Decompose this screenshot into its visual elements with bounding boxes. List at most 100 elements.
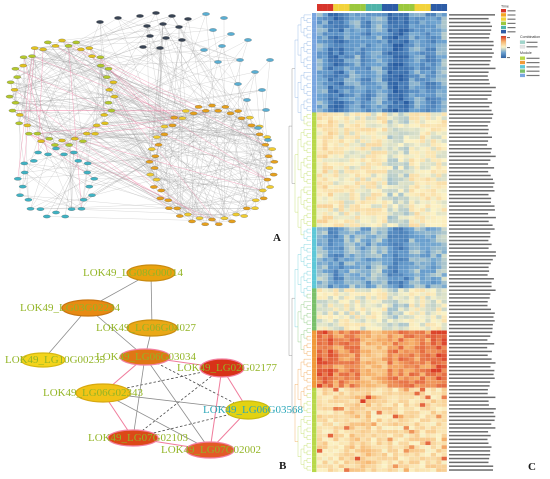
heatmap-cell [436,150,442,155]
heatmap-cell [425,399,431,404]
row-label [449,79,489,81]
heatmap-cell [354,85,361,90]
heatmap-cell [436,364,442,369]
network-a-edge [94,65,101,134]
heatmap-cell [398,208,404,212]
heatmap-cell [338,368,344,373]
heatmap-cell [317,231,323,235]
heatmap-cell [419,464,426,469]
network-a-edge [117,17,189,215]
heatmap-cell [371,66,377,71]
heatmap-cell [327,120,334,124]
heatmap-cell [392,464,399,469]
heatmap-cell [387,188,393,193]
network-a-edge [74,138,263,191]
heatmap-cell [430,200,437,205]
network-a-edge [27,65,101,126]
heatmap-cell [419,437,426,442]
heatmap-cell [365,169,372,174]
heatmap-cell [436,319,442,323]
network-a-edge [15,102,263,191]
network-a-node [5,94,14,99]
heatmap-cell [322,146,328,151]
heatmap-cell [365,162,372,166]
heatmap-cell [398,200,404,205]
heatmap-cell [322,154,328,159]
heatmap-cell [382,319,388,323]
heatmap-cell [430,410,437,415]
heatmap-cell [430,395,437,400]
heatmap-cell [414,146,420,151]
heatmap-cell [419,200,426,205]
heatmap-cell [322,437,328,442]
network-a-node [96,55,105,59]
heatmap-cell [382,353,388,358]
heatmap-cell [414,410,420,415]
heatmap-cell [398,185,404,189]
heatmap-cell [344,280,350,285]
heatmap-cell [382,208,388,212]
heatmap-cell [425,131,431,136]
heatmap-cell [322,288,328,293]
row-module-cell [312,139,317,144]
heatmap-cell [430,13,437,17]
heatmap-cell [338,334,344,339]
heatmap-cell [365,100,372,105]
heatmap-cell [327,200,334,205]
heatmap-cell [382,395,388,400]
heatmap-cell [365,93,372,98]
heatmap-cell [360,162,366,166]
network-a-node [154,143,163,147]
heatmap-cell [338,406,344,411]
row-label [449,316,494,318]
heatmap-cell [398,468,404,472]
heatmap-cell [414,123,420,128]
heatmap-cell [425,296,431,300]
heatmap-cell [382,273,388,277]
heatmap-cell [403,185,409,189]
heatmap-cell [441,150,447,155]
network-a-node [6,80,15,85]
heatmap-cell [441,410,447,415]
heatmap-cell [398,215,404,220]
heatmap-cell [441,181,447,186]
heatmap-cell [419,319,426,323]
heatmap-cell [344,62,350,67]
network-a-edge [211,105,269,157]
heatmap-cell [371,399,377,404]
network-a-edge [181,39,259,129]
heatmap-cell [409,223,415,228]
heatmap-cell [349,116,355,120]
legend-time-swatch [501,21,506,25]
legend-module-swatch [520,73,525,78]
row-label [449,205,495,207]
heatmap-cell [333,32,339,36]
heatmap-cell [376,361,382,365]
network-a-edge [68,144,72,210]
heatmap-cell [322,13,328,17]
heatmap-cell [333,452,339,457]
heatmap-cell [338,66,344,71]
heatmap-cell [371,97,377,101]
heatmap-cell [409,349,415,354]
heatmap-cell [327,231,334,235]
heatmap-cell [327,265,334,270]
heatmap-cell [344,376,350,381]
network-a-edge [55,45,268,180]
network-a-edge [23,57,269,157]
row-label [449,243,492,246]
panel-a-label: A [273,232,281,244]
heatmap-cell [430,426,437,430]
heatmap-cell [436,315,442,319]
network-a-node [85,184,94,189]
heatmap-cell [403,353,409,358]
heatmap-cell [333,345,339,350]
heatmap-cell [436,173,442,178]
heatmap-cell [371,192,377,197]
heatmap-cell [344,349,350,354]
heatmap-cell [354,234,361,239]
network-a-edge [151,149,193,222]
heatmap-cell [441,123,447,128]
heatmap-cell [403,139,409,143]
heatmap-cell [414,16,420,21]
